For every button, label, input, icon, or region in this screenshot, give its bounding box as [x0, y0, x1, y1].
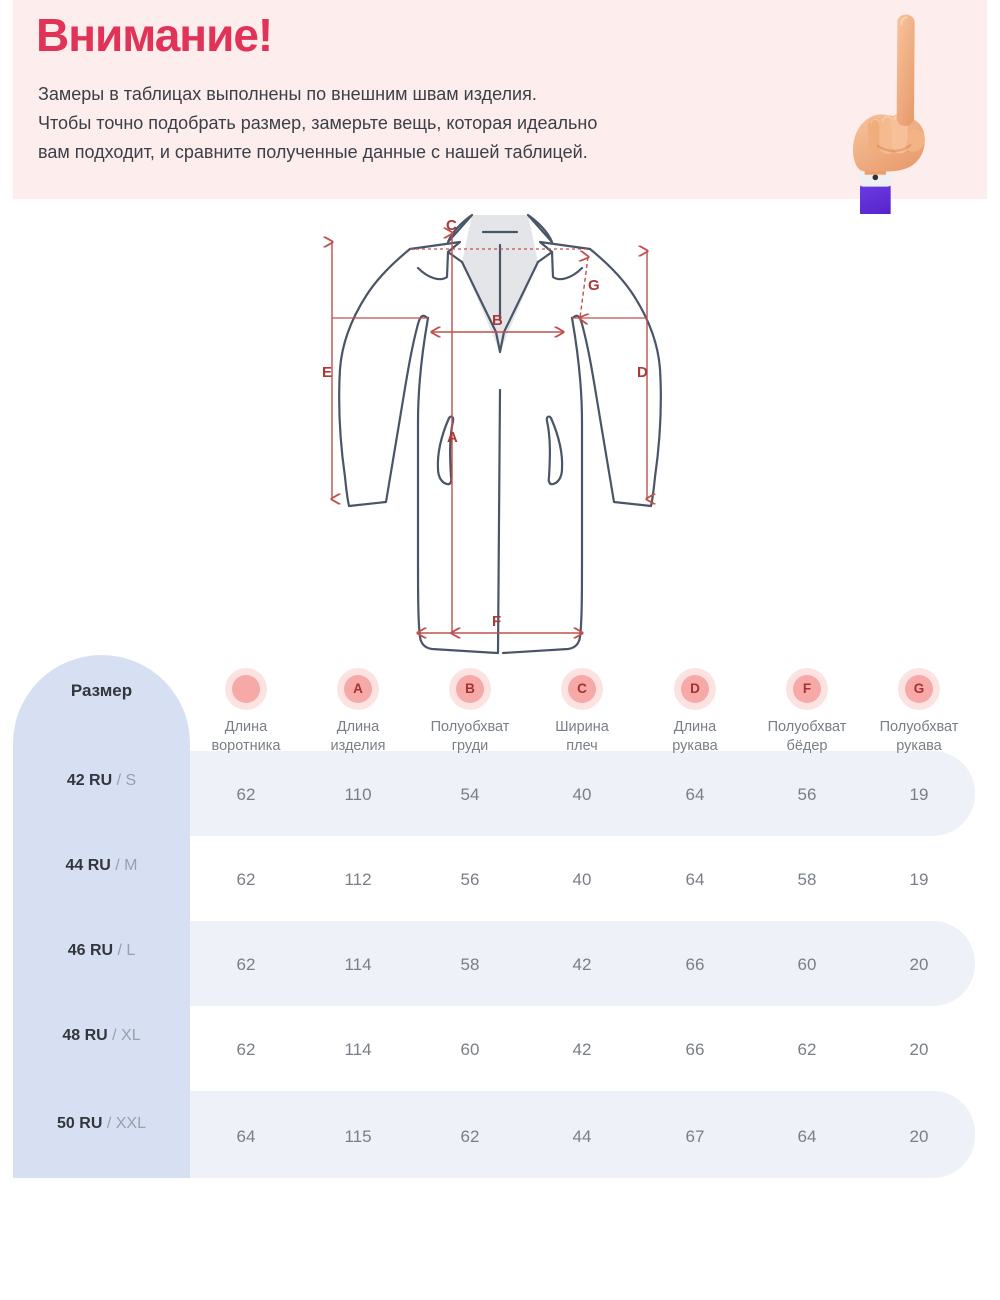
svg-text:G: G: [588, 277, 600, 294]
svg-text:F: F: [492, 613, 501, 630]
svg-text:E: E: [322, 364, 332, 381]
svg-text:A: A: [447, 429, 458, 446]
svg-text:D: D: [637, 364, 648, 381]
svg-text:B: B: [492, 312, 503, 329]
svg-text:C: C: [446, 217, 457, 234]
